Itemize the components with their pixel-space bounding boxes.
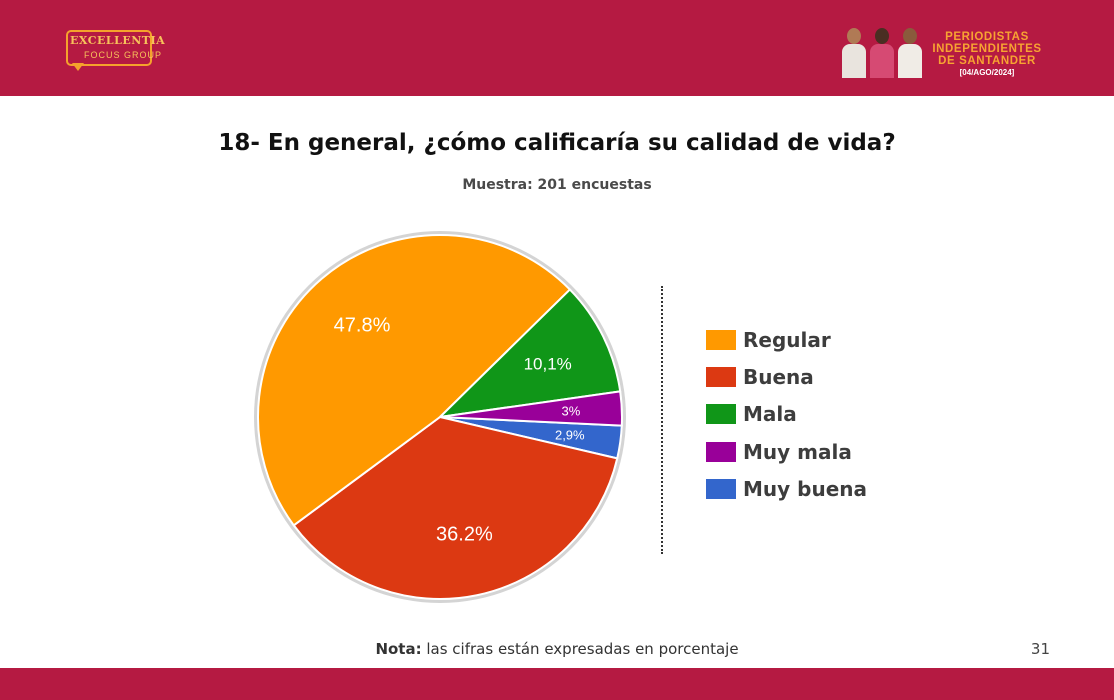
pie-label-muy-mala: 3%: [562, 403, 581, 418]
logo-sub: FOCUS GROUP: [84, 50, 163, 60]
brand-line: PERIODISTAS: [945, 31, 1029, 43]
legend-swatch: [706, 330, 736, 350]
note-label: Nota:: [375, 640, 422, 658]
legend-label: Muy buena: [743, 476, 867, 501]
pie-slice-regular: [257, 234, 572, 527]
footer-note: Nota: las cifras están expresadas en por…: [0, 640, 1114, 658]
legend-divider: [661, 286, 663, 554]
logo-frame: [66, 30, 152, 66]
legend-swatch: [706, 367, 736, 388]
logo-speech-tail: [72, 63, 84, 71]
pie-slice-buena: [292, 415, 619, 600]
journalist-figure: [840, 26, 868, 78]
legend-label: Regular: [743, 328, 831, 352]
page-number: 31: [1030, 640, 1050, 658]
pie-label-buena: 36.2%: [436, 524, 493, 546]
brand-line: DE SANTANDER: [938, 55, 1036, 67]
pie-label-muy-buena: 2,9%: [555, 428, 585, 443]
pie-label-mala: 10,1%: [524, 354, 572, 373]
legend-label: Mala: [743, 402, 797, 427]
brand-date: [04/AGO/2024]: [959, 68, 1015, 77]
pie-label-regular: 47.8%: [334, 315, 391, 337]
legend-swatch: [706, 441, 736, 462]
pie-slice-mala: [437, 288, 622, 419]
footer-bar: [0, 668, 1114, 700]
legend-swatch: [706, 404, 736, 425]
chart-subtitle: Muestra: 201 encuestas: [462, 177, 652, 193]
logo-name: EXCELLENTIA: [70, 34, 166, 47]
header-bar: [0, 0, 1114, 96]
legend-label: Buena: [743, 365, 814, 390]
brand-line: INDEPENDIENTES: [932, 43, 1042, 55]
legend-label: Muy mala: [743, 439, 852, 464]
excellentia-logo: EXCELLENTIA FOCUS GROUP: [66, 30, 165, 74]
pie-slice-muy-mala: [439, 390, 623, 427]
chart-title: 18- En general, ¿cómo calificaría su cal…: [218, 130, 896, 156]
journalist-figure: [896, 26, 924, 78]
note-text: las cifras están expresadas en porcentaj…: [421, 640, 739, 658]
brand-name: PERIODISTAS INDEPENDIENTES DE SANTANDER: [922, 31, 1052, 67]
journalists-photo: [840, 24, 924, 78]
pie-chart: 2,9% 36.2% 47.8% 10,1% 3%: [254, 231, 626, 603]
legend-swatch: [706, 478, 736, 499]
journalist-figure: [868, 26, 896, 78]
